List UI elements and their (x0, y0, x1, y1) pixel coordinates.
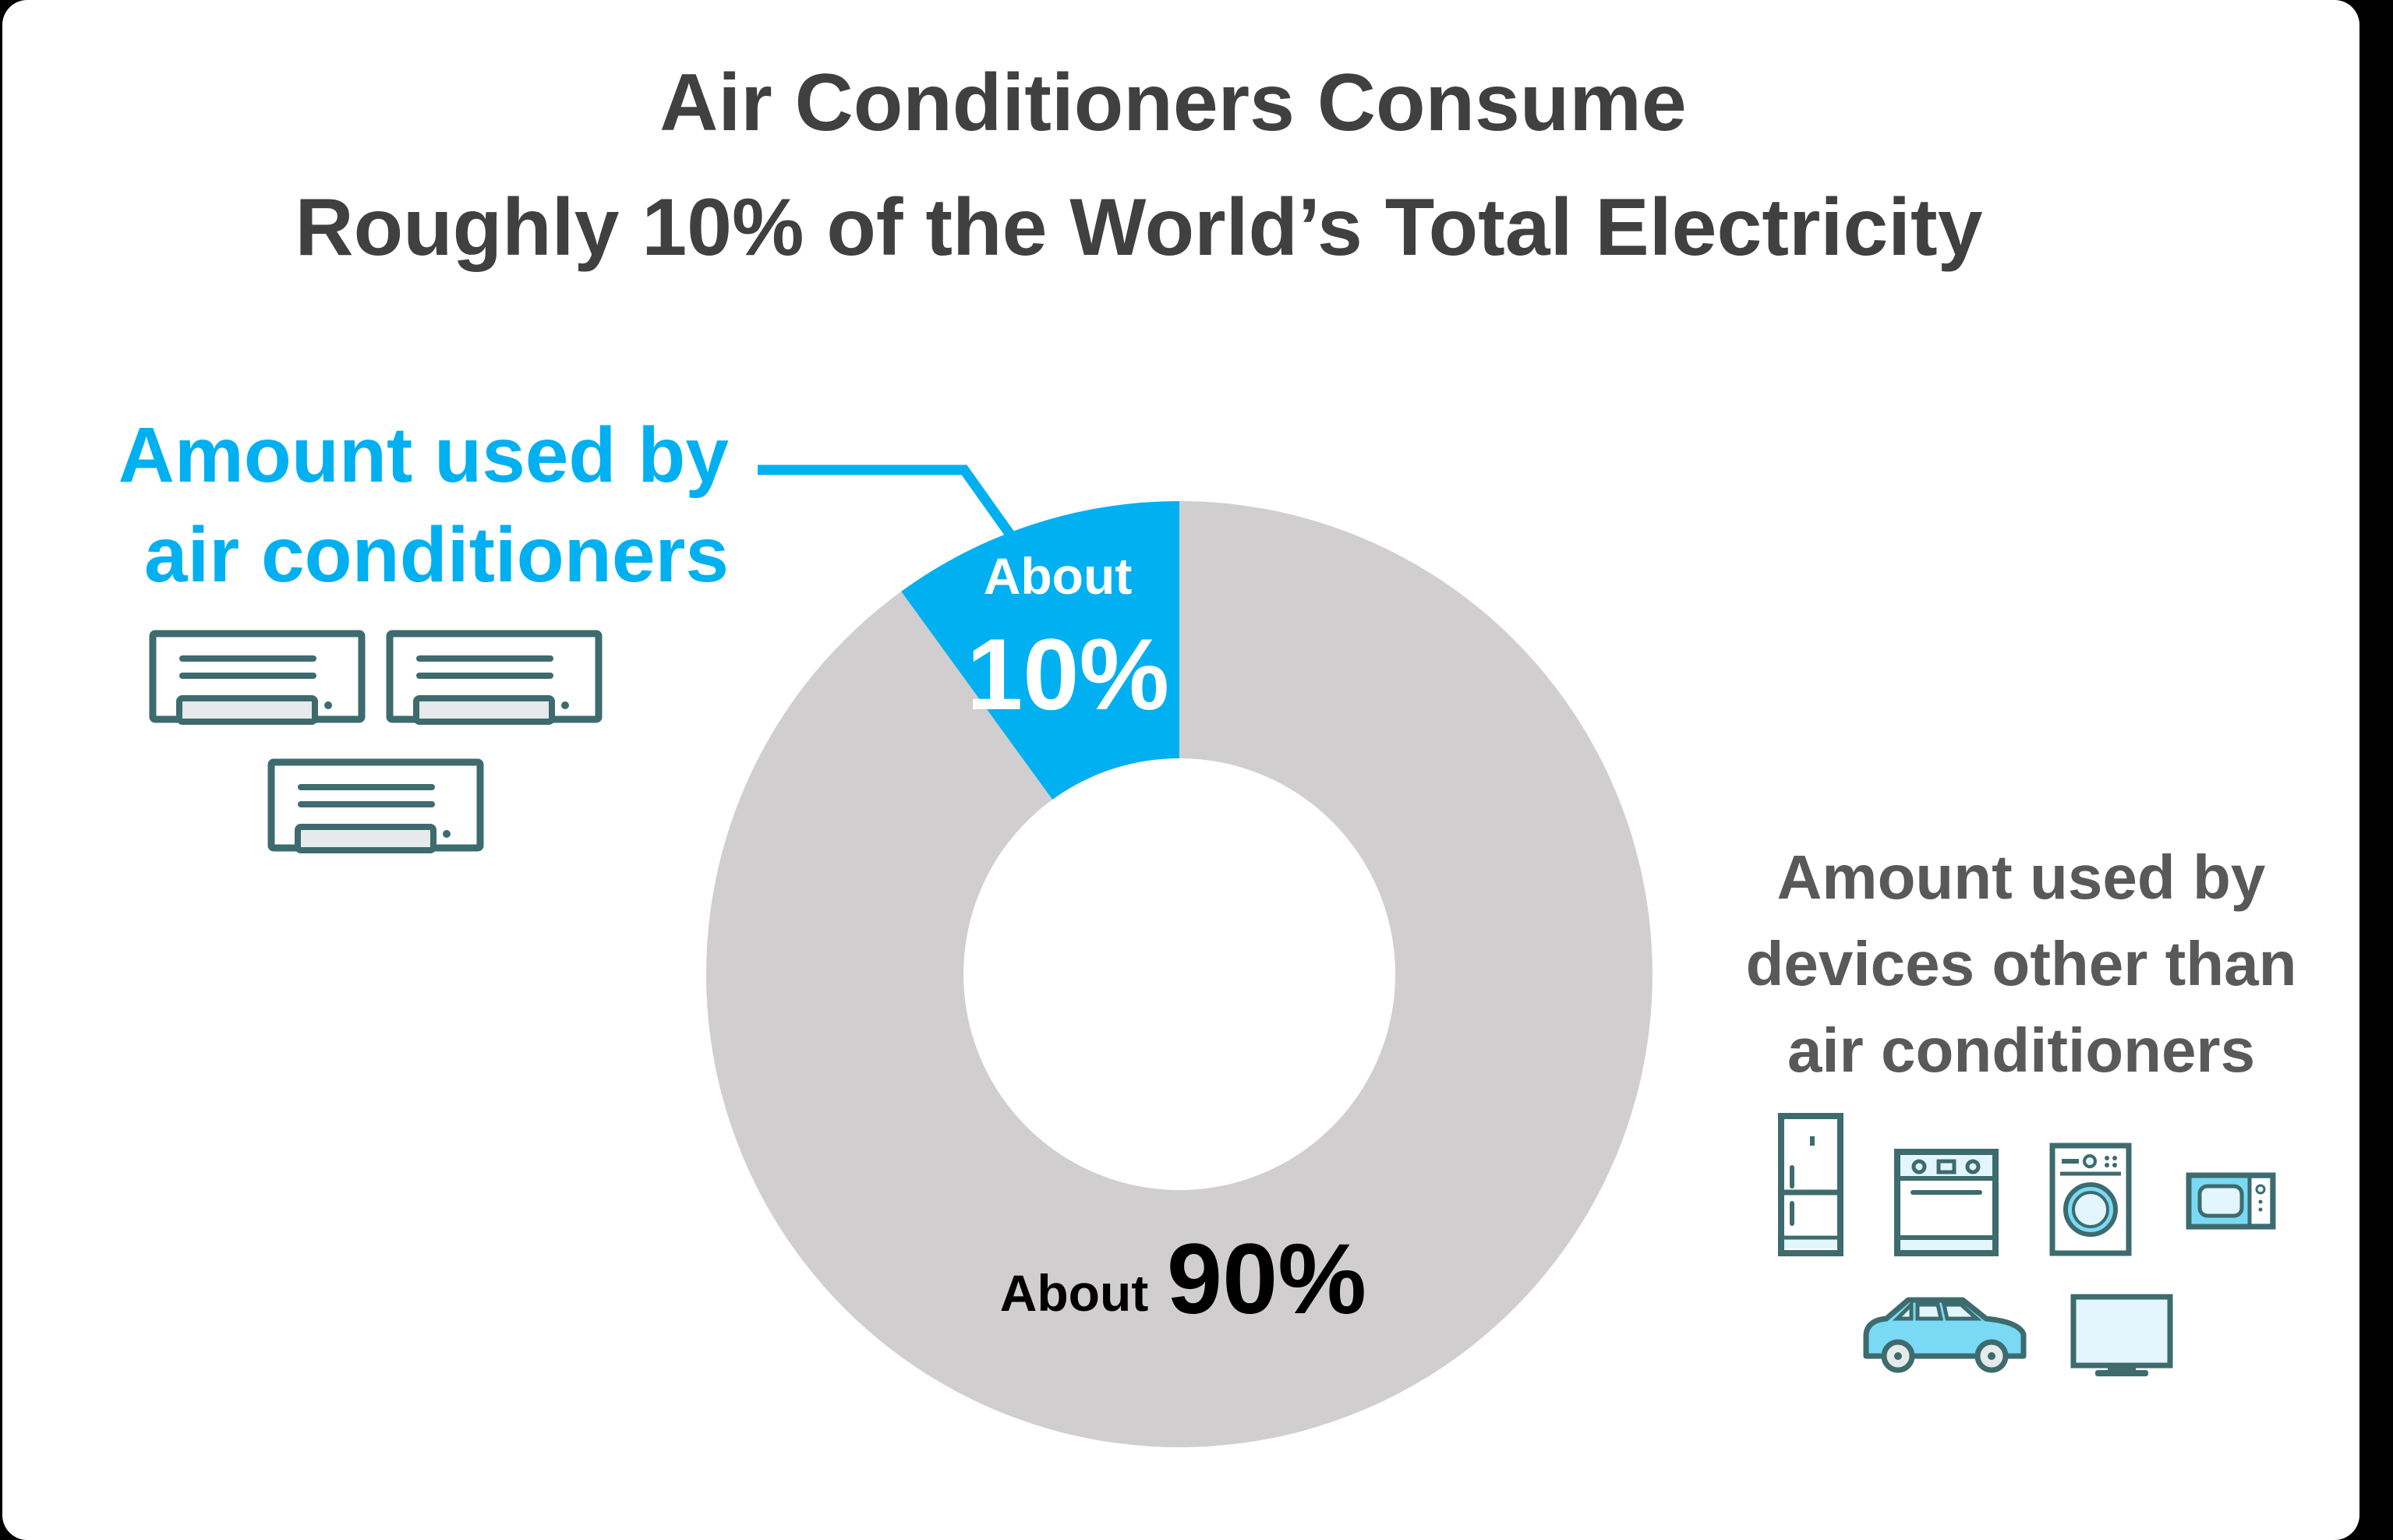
other-slice-prefix: About (1000, 1264, 1149, 1322)
other-devices-label: Amount used by devices other than air co… (1678, 834, 2359, 1093)
tv-icon (2070, 1294, 2173, 1376)
car-icon (1863, 1297, 2027, 1373)
air-conditioner-icon (386, 630, 603, 725)
ac-slice-prefix: About (984, 547, 1133, 605)
air-conditioner-icon (267, 758, 484, 853)
other-slice-value: 90% (1167, 1224, 1366, 1335)
air-conditioner-label-line-1: Amount used by (118, 411, 729, 499)
other-devices-label-line-2: devices other than (1745, 929, 2297, 998)
oven-icon (1894, 1149, 1999, 1256)
microwave-icon (2186, 1172, 2276, 1230)
washing-machine-icon (2049, 1143, 2132, 1256)
other-devices-label-line-3: air conditioners (1787, 1015, 2256, 1085)
callout-line (758, 464, 1015, 538)
donut-slice-air-conditioners (901, 501, 1179, 800)
refrigerator-icon (1778, 1113, 1843, 1256)
other-devices-label-line-1: Amount used by (1776, 842, 2266, 912)
donut-slice-other (705, 501, 1652, 1447)
air-conditioner-icon (149, 630, 366, 725)
chart-title-line-1: Air Conditioners Consume (659, 58, 1687, 148)
ac-slice-value: 10% (967, 617, 1169, 731)
chart-title-line-2: Roughly 10% of the World’s Total Electri… (295, 182, 1983, 273)
air-conditioner-label: Amount used by air conditioners (43, 405, 729, 605)
air-conditioner-label-line-2: air conditioners (143, 511, 729, 599)
